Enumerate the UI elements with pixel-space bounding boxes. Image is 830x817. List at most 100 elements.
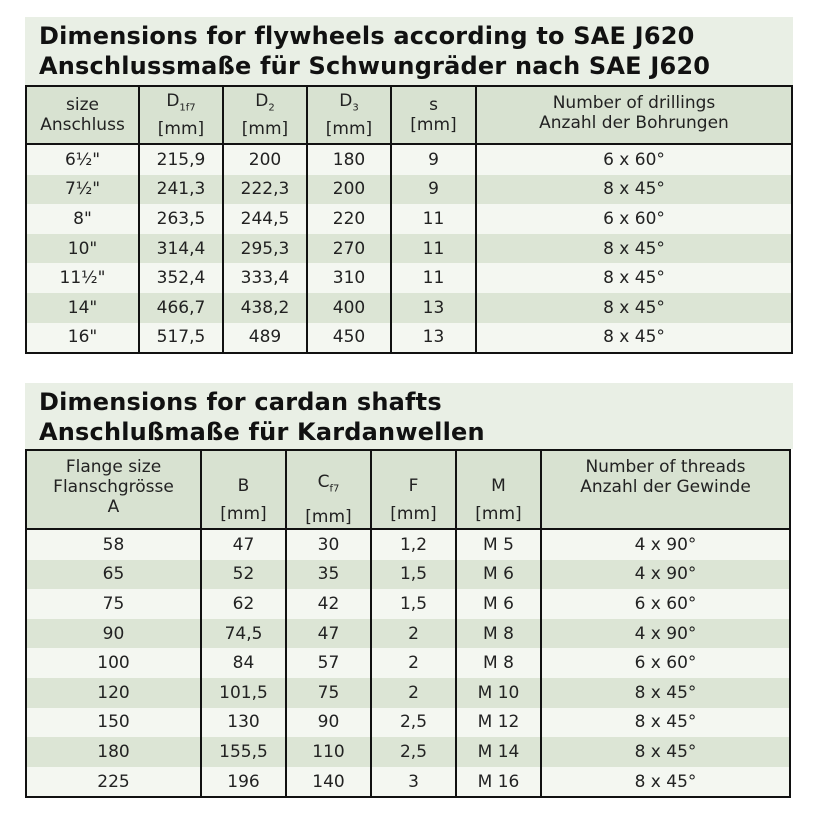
table-cell: 1,5 [370,559,457,590]
table-cell: 9 [390,144,477,175]
table-cell: 200 [222,144,308,175]
table-cell: 9 [390,174,477,205]
table-cell: 90 [25,618,202,649]
header-text: Number of threads [585,457,746,477]
table-cell: 6 x 60° [540,589,791,619]
header-c: Cf7 [mm] [285,449,372,530]
table-row: 6½" 215,9 200 180 9 6 x 60° [25,144,793,175]
table-cell: 270 [306,233,392,264]
header-text: Anschluss [40,115,125,135]
table-cell: 57 [285,648,372,678]
table-cell: 3 [370,766,457,799]
header-text: B [237,475,250,496]
table-cell: 314,4 [138,233,224,264]
table-cell: 8 x 45° [540,677,791,708]
table-cell: 6½" [25,144,140,175]
table-cell: 101,5 [200,677,287,708]
table-cell: 2 [370,677,457,708]
table-cell: 47 [200,529,287,560]
table-cell: 11 [390,233,477,264]
header-unit: [mm] [157,118,205,139]
table-row: 150 130 90 2,5 M 12 8 x 45° [25,707,791,738]
table-cell: 75 [25,589,202,619]
table-cell: 90 [285,707,372,738]
header-unit: [mm] [410,115,457,135]
table-cell: 2 [370,618,457,649]
table-cell: 8 x 45° [475,292,793,323]
table-cell: 65 [25,559,202,590]
table-cell: 244,5 [222,204,308,234]
table-cell: M 16 [455,766,542,799]
table-cell: 52 [200,559,287,590]
header-text: s [429,95,438,115]
table-row: 16" 517,5 489 450 13 8 x 45° [25,322,793,355]
header-drillings: Number of drillings Anzahl der Bohrungen [475,85,793,145]
header-text: D [339,91,353,112]
table-row: 7½" 241,3 222,3 200 9 8 x 45° [25,174,793,205]
header-s: s [mm] [390,85,477,145]
header-text: D [255,91,269,112]
table-cell: 6 x 60° [540,648,791,678]
header-text: Anzahl der Gewinde [580,477,751,497]
table-cell: M 5 [455,529,542,560]
table-cell: 11 [390,263,477,293]
table-cell: 62 [200,589,287,619]
table-cell: 310 [306,263,392,293]
table-cell: 222,3 [222,174,308,205]
table-cell: 263,5 [138,204,224,234]
header-text: Anzahl der Bohrungen [539,113,729,133]
cardan-title-en: Dimensions for cardan shafts [39,388,442,416]
table-cell: 241,3 [138,174,224,205]
table-cell: 8 x 45° [475,263,793,293]
header-subscript: 1f7 [179,102,196,114]
table-cell: 8 x 45° [540,707,791,738]
table-cell: 8 x 45° [540,737,791,767]
cardan-title-band: Dimensions for cardan shafts Anschlußmaß… [25,383,793,449]
table-cell: 150 [25,707,202,738]
table-cell: 120 [25,677,202,708]
table-cell: 225 [25,766,202,799]
table-cell: 16" [25,322,140,355]
table-cell: 438,2 [222,292,308,323]
table-cell: 130 [200,707,287,738]
table-row: 225 196 140 3 M 16 8 x 45° [25,766,791,799]
flywheels-table: size Anschluss D1f7 [mm] D2 [mm] D3 [mm] s [m… [25,85,793,355]
header-size: size Anschluss [25,85,140,145]
table-cell: 8" [25,204,140,234]
table-row: 14" 466,7 438,2 400 13 8 x 45° [25,292,793,323]
header-unit: [mm] [241,118,289,139]
cardan-header-row: Flange size Flanschgrösse A B [mm] Cf7 [mm] … [25,449,791,530]
header-unit: [mm] [305,507,352,528]
table-cell: 75 [285,677,372,708]
table-cell: 2 [370,648,457,678]
table-cell: 11 [390,204,477,234]
table-cell: 450 [306,322,392,355]
table-cell: 8 x 45° [475,322,793,355]
flywheels-title-en: Dimensions for flywheels according to SA… [39,22,695,50]
table-cell: 2,5 [370,737,457,767]
table-cell: 8 x 45° [475,233,793,264]
table-cell: 10" [25,233,140,264]
table-cell: 58 [25,529,202,560]
table-cell: 180 [25,737,202,767]
table-cell: 8 x 45° [540,766,791,799]
table-cell: M 8 [455,648,542,678]
header-f: F [mm] [370,449,457,530]
table-cell: 1,2 [370,529,457,560]
table-cell: 333,4 [222,263,308,293]
table-cell: 30 [285,529,372,560]
header-d2: D2 [mm] [222,85,308,145]
header-text: Flanschgrösse [53,477,174,497]
table-cell: 517,5 [138,322,224,355]
flywheels-header-row: size Anschluss D1f7 [mm] D2 [mm] D3 [mm] s [m… [25,85,793,145]
header-d3: D3 [mm] [306,85,392,145]
table-cell: 4 x 90° [540,618,791,649]
table-row: 8" 263,5 244,5 220 11 6 x 60° [25,204,793,234]
cardan-title-de: Anschlußmaße für Kardanwellen [39,418,485,446]
flywheels-title-de: Anschlussmaße für Schwungräder nach SAE … [39,52,711,80]
table-cell: 8 x 45° [475,174,793,205]
